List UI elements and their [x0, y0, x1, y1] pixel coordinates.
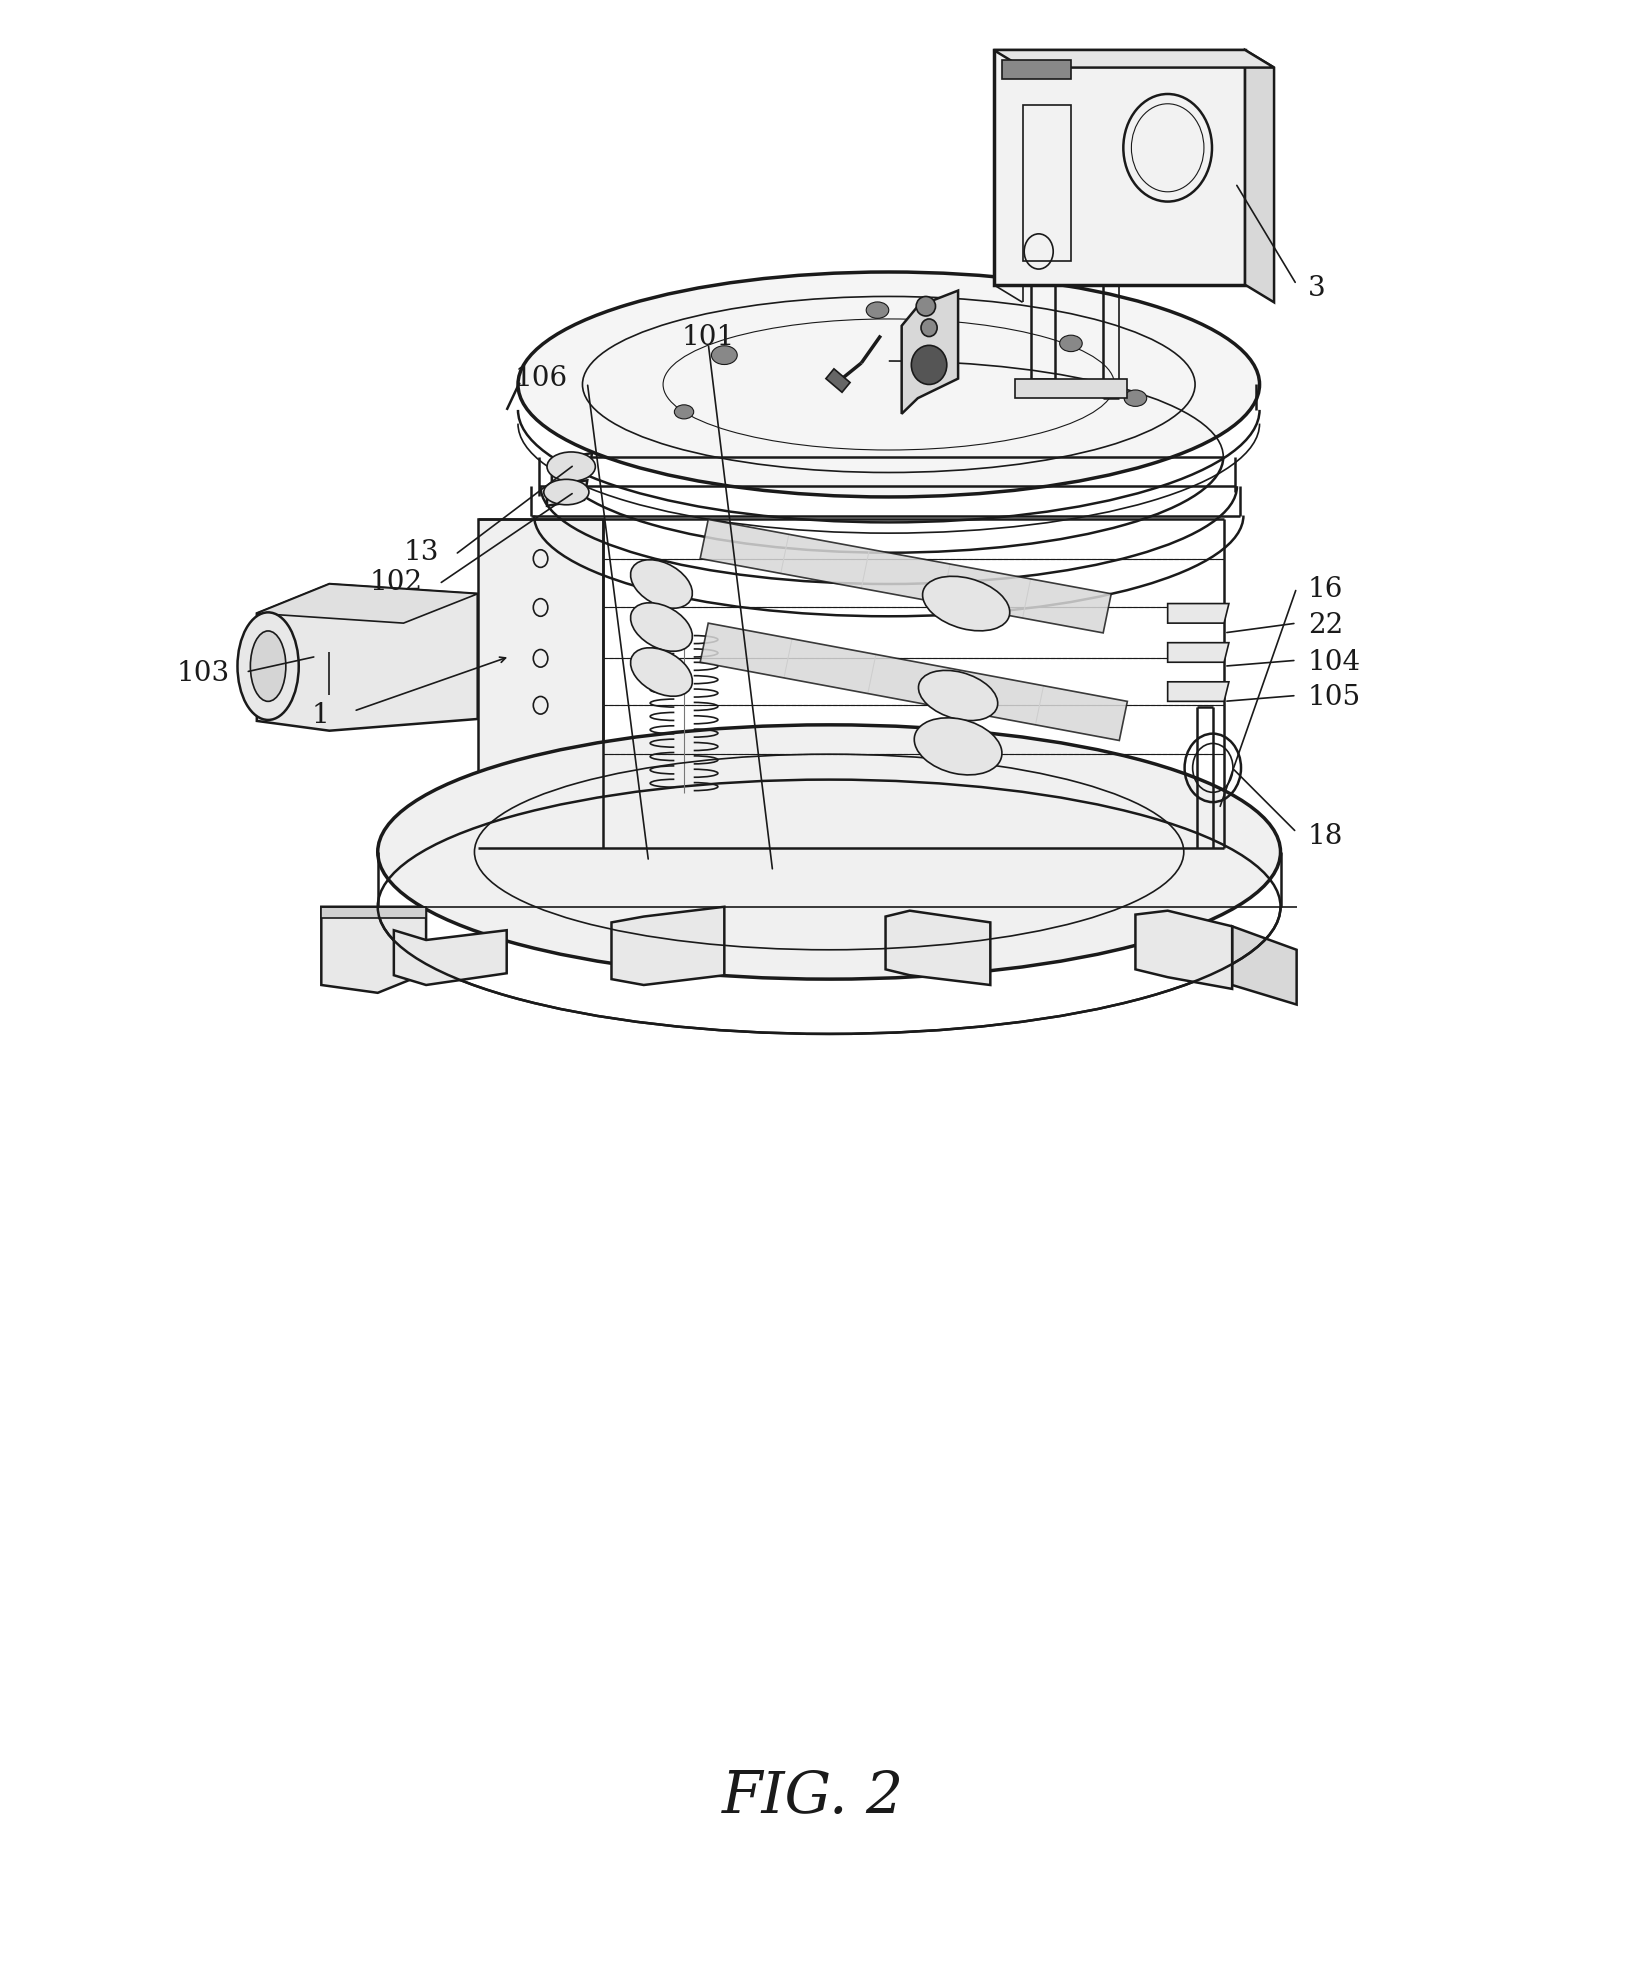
Text: 103: 103 [176, 660, 229, 688]
Text: 13: 13 [403, 540, 439, 565]
Polygon shape [257, 583, 478, 731]
Ellipse shape [250, 630, 286, 701]
Ellipse shape [915, 296, 935, 315]
Polygon shape [322, 906, 426, 918]
Polygon shape [1233, 926, 1296, 1005]
Polygon shape [993, 49, 1246, 286]
Ellipse shape [922, 577, 1010, 630]
Polygon shape [546, 481, 587, 506]
Polygon shape [993, 49, 1275, 67]
Ellipse shape [920, 319, 937, 337]
Ellipse shape [377, 725, 1281, 979]
Polygon shape [551, 453, 592, 485]
Text: 18: 18 [1307, 823, 1343, 849]
Ellipse shape [631, 648, 693, 695]
Text: 104: 104 [1307, 648, 1361, 676]
Polygon shape [611, 906, 724, 985]
Polygon shape [1167, 682, 1229, 701]
Polygon shape [1167, 603, 1229, 623]
Polygon shape [393, 930, 507, 985]
Polygon shape [701, 623, 1127, 741]
Polygon shape [1015, 378, 1127, 398]
Ellipse shape [867, 301, 889, 319]
Ellipse shape [914, 717, 1002, 774]
Ellipse shape [519, 272, 1260, 496]
Ellipse shape [919, 670, 998, 721]
Polygon shape [322, 906, 426, 993]
Ellipse shape [911, 345, 946, 384]
Polygon shape [257, 583, 478, 623]
Text: 102: 102 [369, 569, 423, 595]
Text: 101: 101 [681, 323, 735, 351]
Ellipse shape [546, 451, 595, 481]
Ellipse shape [237, 613, 299, 719]
Text: FIG. 2: FIG. 2 [722, 1769, 904, 1824]
Polygon shape [886, 910, 990, 985]
Polygon shape [478, 520, 603, 847]
Polygon shape [1167, 642, 1229, 662]
Ellipse shape [1124, 390, 1146, 406]
Ellipse shape [675, 404, 694, 420]
Text: 22: 22 [1307, 611, 1343, 638]
Polygon shape [826, 368, 850, 392]
Text: 1: 1 [312, 701, 330, 729]
Polygon shape [902, 292, 958, 414]
Ellipse shape [1060, 335, 1083, 351]
Ellipse shape [712, 347, 737, 364]
Ellipse shape [631, 559, 693, 609]
Ellipse shape [543, 479, 589, 504]
Text: 3: 3 [1307, 276, 1325, 301]
Text: 16: 16 [1307, 577, 1343, 603]
Text: 106: 106 [515, 364, 567, 392]
Polygon shape [701, 520, 1111, 632]
Polygon shape [1246, 49, 1275, 301]
Polygon shape [1002, 59, 1072, 79]
Ellipse shape [631, 603, 693, 652]
Text: 105: 105 [1307, 684, 1361, 711]
Polygon shape [1135, 910, 1233, 989]
